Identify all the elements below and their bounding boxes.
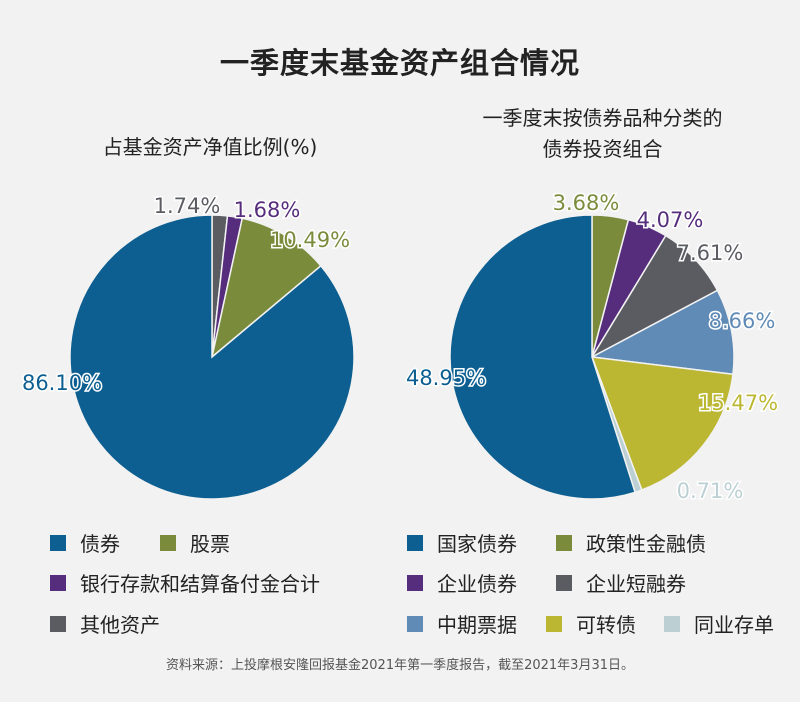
legend-item: 债券 <box>50 528 120 557</box>
right-chart-title: 一季度末按债券品种分类的 债券投资组合 <box>415 103 790 165</box>
pie-slice <box>69 214 355 500</box>
legend-label: 同业存单 <box>694 613 774 637</box>
legend-label: 其他资产 <box>80 613 160 637</box>
legend-item: 企业债券 <box>407 568 517 597</box>
legend-swatch <box>50 534 66 551</box>
slice-value-label: 48.95% <box>406 366 486 390</box>
legend-label: 股票 <box>190 532 230 556</box>
legend-label: 国家债券 <box>437 532 517 556</box>
slice-value-label: 8.66% <box>709 309 776 333</box>
slice-value-label: 7.61% <box>677 241 744 265</box>
legend-item: 同业存单 <box>664 609 774 638</box>
legend-swatch <box>407 534 423 551</box>
slice-value-label: 3.68% <box>553 191 620 215</box>
right-chart-title-line-1: 一季度末按债券品种分类的 <box>482 106 723 130</box>
legend-label: 企业短融券 <box>586 572 686 596</box>
legend-label: 企业债券 <box>437 572 517 596</box>
right-chart-title-line-2: 债券投资组合 <box>542 137 663 161</box>
legend-item: 可转债 <box>546 609 636 638</box>
slice-value-label: 1.74% <box>154 194 221 218</box>
legend-swatch <box>50 615 66 632</box>
legend-item: 中期票据 <box>407 609 517 638</box>
slice-value-label: 0.71% <box>677 479 744 503</box>
legend-label: 可转债 <box>576 613 636 637</box>
slice-value-label: 10.49% <box>270 228 350 252</box>
pie-slice <box>590 356 734 491</box>
legend-item: 银行存款和结算备付金合计 <box>50 568 320 597</box>
legend-swatch <box>160 534 176 551</box>
pie-slice <box>449 214 637 500</box>
source-note: 资料来源：上投摩根安隆回报基金2021年第一季度报告，截至2021年3月31日。 <box>166 658 634 673</box>
slice-value-label: 86.10% <box>22 371 102 395</box>
legend-item: 企业短融券 <box>556 568 686 597</box>
legend-item: 股票 <box>160 528 230 557</box>
legend-label: 政策性金融债 <box>586 532 706 556</box>
legend-swatch <box>50 574 66 591</box>
legend-swatch <box>556 574 572 591</box>
legend-label: 中期票据 <box>437 613 517 637</box>
legend-label: 债券 <box>80 532 120 556</box>
slice-value-label: 1.68% <box>234 198 301 222</box>
legend-swatch <box>556 534 572 551</box>
slice-value-label: 15.47% <box>698 391 778 415</box>
slice-value-label: 4.07% <box>637 208 704 232</box>
legend-swatch <box>546 615 562 632</box>
legend-item: 国家债券 <box>407 528 517 557</box>
legend-item: 政策性金融债 <box>556 528 706 557</box>
left-chart-title: 占基金资产净值比例(%) <box>102 135 318 159</box>
pie-slice <box>210 217 322 359</box>
legend-swatch <box>407 574 423 591</box>
pie-slice <box>589 289 735 376</box>
legend-swatch <box>407 615 423 632</box>
legend-label: 银行存款和结算备付金合计 <box>80 572 320 596</box>
page-title: 一季度末基金资产组合情况 <box>219 46 580 80</box>
legend-item: 其他资产 <box>50 609 160 638</box>
legend-swatch <box>664 615 680 632</box>
